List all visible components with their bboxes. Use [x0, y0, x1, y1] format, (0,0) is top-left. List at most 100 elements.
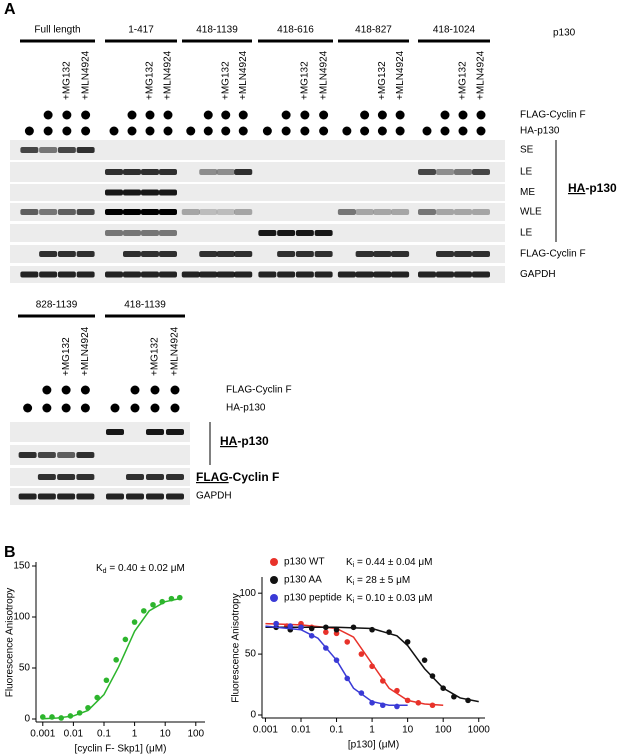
- blot-strip: [10, 162, 505, 182]
- data-point: [323, 629, 329, 635]
- dot: [81, 126, 91, 136]
- band: [277, 251, 296, 257]
- ki-symbol: K: [346, 557, 353, 568]
- band: [277, 271, 296, 278]
- data-point: [273, 620, 279, 627]
- fit-line: [265, 622, 444, 707]
- band: [39, 271, 58, 278]
- x-tick-label: 1: [132, 729, 138, 740]
- data-point: [350, 624, 357, 631]
- band: [277, 230, 296, 236]
- treatment-label: +MG132: [61, 337, 72, 376]
- data-point: [451, 693, 457, 700]
- annotation-text: = 0.40 ± 0.02 μM: [107, 563, 185, 574]
- band: [37, 452, 56, 458]
- dot: [145, 126, 155, 136]
- row-label: HA-p130: [226, 403, 266, 414]
- band: [159, 189, 177, 196]
- band: [57, 251, 76, 257]
- band: [472, 271, 490, 278]
- data-point: [287, 623, 294, 629]
- band: [57, 474, 76, 480]
- blot-label: FLAG-Cyclin F: [520, 249, 586, 260]
- dot: [109, 126, 119, 136]
- dot: [300, 110, 310, 120]
- ki-symbol: K: [346, 575, 353, 586]
- data-point: [323, 624, 329, 631]
- flag-underlined: FLAG: [196, 470, 229, 484]
- data-point: [141, 608, 147, 614]
- fit-line: [42, 597, 180, 720]
- bracket-rest: -p130: [585, 181, 617, 195]
- band: [18, 452, 37, 458]
- dot: [127, 110, 137, 120]
- data-point: [39, 714, 46, 720]
- bracket-underlined: HA: [220, 434, 238, 448]
- legend-marker: [270, 558, 278, 566]
- construct-label: Full length: [34, 25, 80, 36]
- band: [199, 251, 218, 257]
- data-point: [168, 595, 175, 602]
- band: [295, 271, 314, 278]
- flag-label: FLAG-Cyclin F: [196, 470, 279, 484]
- panel-label: B: [4, 544, 16, 561]
- blot-strip: [10, 245, 505, 263]
- data-point: [369, 663, 375, 670]
- dot: [476, 110, 486, 120]
- dot: [360, 126, 370, 136]
- data-point: [333, 657, 340, 663]
- ki-subscript: i: [353, 580, 355, 587]
- band: [123, 189, 141, 196]
- band: [199, 209, 218, 215]
- band: [337, 209, 356, 215]
- x-axis-label: [cyclin F- Skp1] (μM): [75, 744, 167, 755]
- band: [436, 271, 454, 278]
- treatment-label: +MG132: [145, 61, 156, 100]
- data-point: [333, 626, 340, 633]
- data-point: [394, 703, 400, 710]
- dot: [163, 126, 173, 136]
- blot-label: SE: [520, 145, 534, 156]
- x-tick-label: 1: [369, 725, 375, 736]
- treatment-label: +MG132: [62, 61, 73, 100]
- legend-ki: Ki = 28 ± 5 μM: [346, 575, 410, 587]
- protein-label: p130: [553, 28, 576, 39]
- legend-ki: Ki = 0.10 ± 0.03 μM: [346, 593, 432, 605]
- dot: [360, 110, 370, 120]
- x-tick-label: 0.001: [253, 725, 278, 736]
- treatment-label: +MG132: [300, 61, 311, 100]
- dot: [61, 403, 71, 413]
- band: [436, 169, 454, 175]
- data-point: [369, 626, 375, 633]
- dot: [458, 126, 468, 136]
- y-tick-label: 50: [19, 663, 31, 674]
- band: [314, 230, 333, 236]
- dot: [395, 110, 405, 120]
- band: [126, 474, 144, 480]
- construct-label: 418-616: [277, 25, 314, 36]
- band: [216, 209, 235, 215]
- dot: [130, 385, 140, 395]
- band: [106, 429, 124, 435]
- x-axis-label: [p130] (μM): [348, 740, 399, 751]
- band: [314, 271, 333, 278]
- data-point: [369, 700, 375, 706]
- band: [159, 209, 177, 215]
- band: [20, 147, 39, 153]
- dot: [42, 385, 52, 395]
- annotation-symbol: K: [96, 563, 103, 574]
- band: [105, 189, 123, 196]
- dot: [221, 126, 231, 136]
- x-tick-label: 0.01: [64, 729, 84, 740]
- treatment-label: +MLN4924: [80, 326, 91, 376]
- band: [57, 147, 76, 153]
- band: [166, 429, 184, 435]
- dot: [458, 110, 468, 120]
- band: [436, 251, 454, 257]
- x-tick-label: 0.001: [30, 729, 55, 740]
- data-point: [103, 677, 110, 684]
- blot-strip: [10, 468, 190, 486]
- band: [418, 169, 436, 175]
- dot: [422, 126, 432, 136]
- dot: [377, 110, 387, 120]
